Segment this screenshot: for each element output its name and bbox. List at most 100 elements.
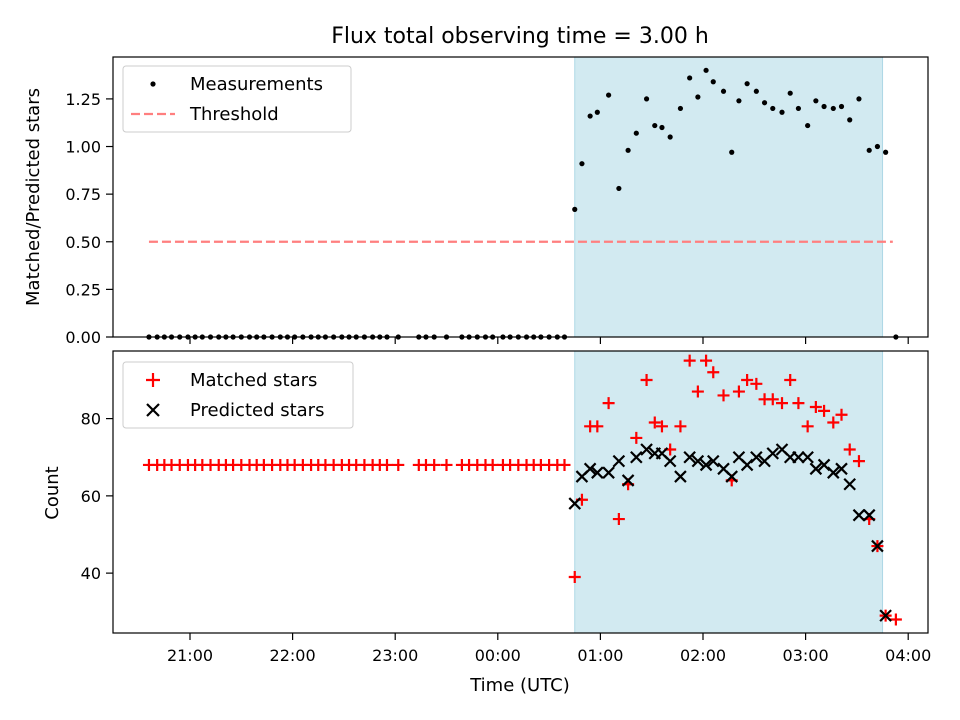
x-tick-label: 22:00 bbox=[270, 646, 316, 665]
matched-star-point bbox=[612, 513, 625, 526]
legend-measurements-label: Measurements bbox=[190, 74, 323, 95]
measurement-point bbox=[770, 105, 776, 112]
top-panel: 0.00 0.25 0.50 0.75 1.00 1.25 Matched/Predict… bbox=[23, 56, 929, 347]
matched-star-point bbox=[700, 354, 713, 367]
bottom-legend: Matched stars Predicted stars bbox=[122, 361, 354, 429]
measurement-point bbox=[616, 185, 622, 192]
matched-star-point bbox=[827, 416, 840, 429]
predicted-star-point bbox=[640, 443, 653, 456]
predicted-star-point bbox=[706, 454, 720, 468]
measurement-point bbox=[883, 149, 889, 155]
matched-star-point bbox=[591, 420, 604, 433]
measurement-point bbox=[677, 105, 684, 112]
x-axis-label: Time (UTC) bbox=[469, 675, 570, 696]
measurement-point bbox=[779, 109, 785, 115]
measurement-point bbox=[687, 75, 693, 81]
matched-star-point bbox=[674, 420, 687, 433]
matched-star-point bbox=[852, 455, 865, 468]
matched-star-point bbox=[380, 458, 393, 471]
measurement-point bbox=[652, 122, 658, 129]
predicted-star-point bbox=[871, 539, 884, 553]
measurement-point bbox=[606, 92, 612, 98]
x-tick-label: 00:00 bbox=[475, 646, 521, 665]
predicted-star-point bbox=[879, 609, 892, 622]
y-tick-label: 1.25 bbox=[65, 90, 101, 109]
x-tick-label: 23:00 bbox=[372, 646, 418, 665]
matched-star-point bbox=[648, 416, 661, 429]
predicted-star-point bbox=[568, 497, 582, 510]
measurement-point bbox=[667, 134, 673, 140]
predicted-star-point bbox=[663, 454, 677, 468]
matched-star-point bbox=[732, 385, 745, 398]
matched-star-point bbox=[630, 431, 643, 444]
bottom-observing-window bbox=[574, 350, 884, 634]
measurement-point bbox=[744, 81, 750, 87]
predicted-star-point bbox=[583, 462, 597, 476]
matched-star-point bbox=[818, 404, 831, 417]
y-tick-label: 0.00 bbox=[65, 328, 101, 347]
matched-star-point bbox=[843, 443, 856, 456]
top-y-axis-label: Matched/Predicted stars bbox=[23, 88, 44, 306]
matched-star-point bbox=[889, 613, 902, 626]
y-tick-label: 60 bbox=[81, 487, 101, 506]
matched-star-point bbox=[655, 420, 668, 433]
matched-star-point bbox=[766, 393, 779, 406]
top-observing-window bbox=[574, 56, 884, 338]
y-tick-label: 0.25 bbox=[65, 280, 101, 299]
measurement-point bbox=[795, 105, 802, 112]
matched-star-point bbox=[640, 373, 653, 386]
measurement-point bbox=[579, 161, 585, 167]
matched-star-point bbox=[750, 377, 763, 390]
measurement-point bbox=[830, 105, 836, 112]
predicted-star-point bbox=[827, 466, 840, 479]
predicted-star-point bbox=[602, 466, 615, 479]
matched-star-point bbox=[691, 385, 704, 398]
predicted-star-point bbox=[750, 450, 763, 464]
legend-threshold-label: Threshold bbox=[189, 104, 279, 125]
matched-star-point bbox=[741, 373, 754, 386]
matched-star-point bbox=[776, 397, 789, 410]
measurement-point bbox=[874, 143, 881, 150]
predicted-star-point bbox=[766, 447, 780, 460]
measurement-point bbox=[787, 90, 793, 96]
bottom-panel: 40 60 80 21:00 22:00 23:00 00:00 01:00 02:00 03:… bbox=[42, 350, 931, 696]
bottom-plot-marks bbox=[142, 354, 902, 626]
measurement-point bbox=[594, 109, 600, 115]
matched-star-point bbox=[835, 408, 848, 421]
matched-star-point bbox=[801, 420, 814, 433]
matched-star-point bbox=[558, 458, 571, 471]
x-tick-label: 02:00 bbox=[680, 646, 726, 665]
y-tick-label: 0.75 bbox=[65, 185, 101, 204]
predicted-star-point bbox=[862, 508, 876, 522]
measurement-point bbox=[729, 149, 735, 155]
measurement-point bbox=[821, 103, 827, 110]
y-tick-label: 80 bbox=[81, 410, 101, 429]
bottom-y-axis-label: Count bbox=[42, 466, 63, 519]
top-legend-box bbox=[122, 65, 352, 133]
measurement-point bbox=[710, 79, 716, 85]
measurement-point bbox=[838, 103, 845, 110]
measurement-point bbox=[703, 67, 709, 73]
predicted-star-point bbox=[612, 454, 626, 468]
legend-matched-label: Matched stars bbox=[190, 370, 317, 391]
top-x-ticks bbox=[189, 337, 909, 344]
measurement-point bbox=[625, 147, 631, 153]
y-tick-label: 40 bbox=[81, 564, 101, 583]
predicted-star-point bbox=[621, 474, 635, 487]
predicted-star-point bbox=[691, 454, 705, 468]
measurement-point bbox=[856, 96, 862, 102]
measurement-point bbox=[720, 88, 727, 94]
measurement-point bbox=[866, 147, 872, 153]
measurement-point bbox=[805, 122, 811, 129]
predicted-star-point bbox=[683, 450, 696, 464]
matched-star-point bbox=[683, 354, 696, 367]
measurement-point bbox=[847, 117, 853, 123]
x-tick-label: 03:00 bbox=[783, 646, 829, 665]
y-tick-label: 0.50 bbox=[65, 233, 101, 252]
matched-star-point bbox=[602, 397, 615, 410]
measurement-point bbox=[761, 100, 768, 106]
measurement-point bbox=[813, 98, 819, 104]
matched-star-point bbox=[568, 570, 581, 583]
matched-star-point bbox=[717, 389, 730, 402]
